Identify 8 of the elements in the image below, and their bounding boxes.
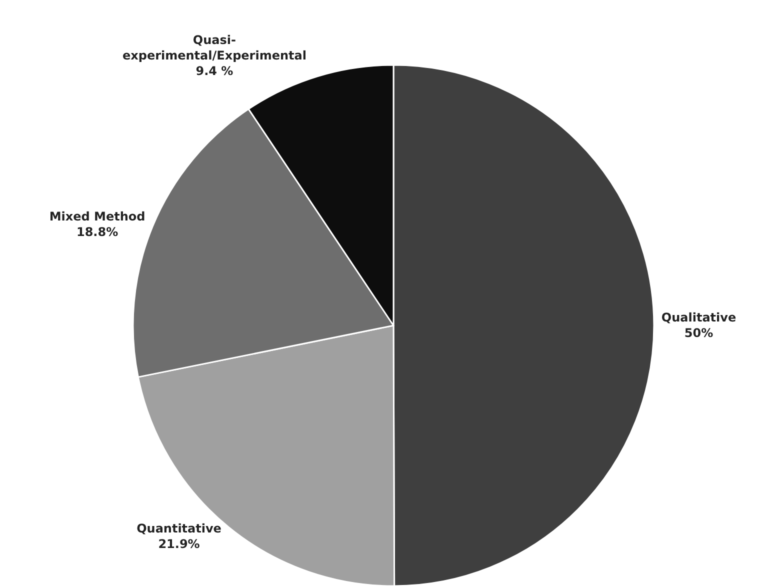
slice-label: Qualitative [661,310,736,324]
slice-label: Quantitative [136,521,222,536]
data-label: 9.4 % [196,64,234,78]
slice-label: Quasi-experimental/Experimental [122,32,306,63]
data-label: 50% [684,326,714,340]
data-label: 21.9% [158,537,200,552]
slice-label: Mixed Method [49,209,146,224]
data-label: 18.8% [76,224,118,239]
